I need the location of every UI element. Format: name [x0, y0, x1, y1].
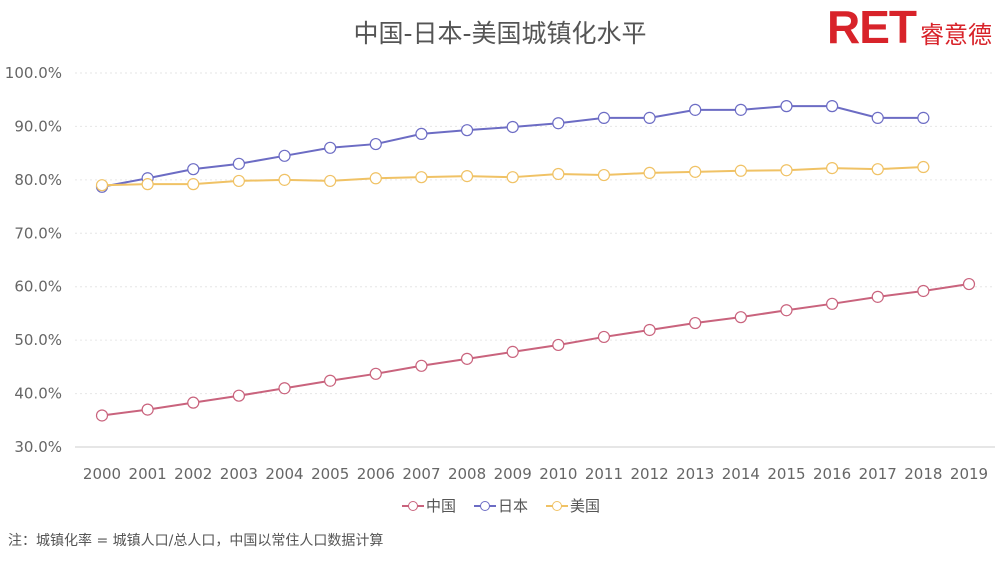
data-point: [826, 162, 839, 175]
data-point: [917, 111, 930, 124]
data-point: [780, 164, 793, 177]
y-tick-label: 100.0%: [5, 64, 62, 82]
x-tick-label: 2003: [220, 465, 258, 483]
data-point: [734, 164, 747, 177]
x-tick-label: 2014: [722, 465, 760, 483]
data-point: [643, 323, 656, 337]
data-point: [689, 316, 702, 330]
data-point: [95, 179, 109, 192]
legend-marker: [552, 501, 562, 511]
data-point: [689, 165, 702, 178]
logo-text: RET: [827, 1, 917, 53]
data-point: [917, 284, 930, 298]
data-point: [643, 166, 656, 180]
logo: RET 睿意德: [827, 0, 992, 54]
y-tick-label: 70.0%: [14, 224, 62, 242]
data-point: [689, 103, 702, 116]
data-point: [826, 100, 839, 113]
data-point: [187, 178, 200, 191]
data-point: [232, 174, 245, 188]
data-point: [369, 137, 382, 151]
data-point: [460, 352, 474, 365]
x-tick-label: 2004: [265, 465, 303, 483]
data-point: [506, 345, 519, 358]
data-point: [643, 111, 656, 124]
data-point: [369, 367, 382, 380]
data-point: [369, 172, 382, 185]
data-point: [871, 163, 884, 176]
logo-cn-text: 睿意德: [920, 21, 992, 49]
y-tick-label: 50.0%: [14, 331, 62, 349]
data-point: [187, 396, 200, 409]
data-point: [871, 111, 884, 124]
y-tick-label: 80.0%: [14, 171, 62, 189]
legend-marker: [408, 501, 418, 511]
x-tick-label: 2016: [813, 465, 851, 483]
y-tick-label: 90.0%: [14, 117, 62, 135]
x-tick-label: 2001: [129, 465, 167, 483]
data-point: [597, 330, 611, 344]
y-tick-label: 60.0%: [14, 278, 62, 296]
data-point: [278, 173, 291, 186]
legend-marker: [480, 501, 490, 511]
x-tick-label: 2002: [174, 465, 212, 483]
data-point: [278, 382, 291, 395]
data-point: [826, 297, 839, 310]
data-point: [780, 304, 793, 317]
data-point: [141, 403, 154, 416]
data-point: [232, 157, 245, 170]
data-point: [278, 149, 291, 162]
data-point: [415, 359, 428, 372]
y-tick-label: 40.0%: [14, 385, 62, 403]
x-tick-label: 2018: [904, 465, 942, 483]
data-point: [552, 167, 565, 181]
series-line-0: [101, 283, 970, 417]
data-point: [187, 163, 200, 176]
data-point: [734, 103, 747, 116]
data-point: [871, 290, 884, 303]
data-point: [962, 277, 976, 291]
x-tick-label: 2013: [676, 465, 714, 483]
x-tick-label: 2000: [83, 465, 121, 483]
legend-label: 中国: [426, 497, 456, 515]
x-tick-label: 2011: [585, 465, 623, 483]
x-tick-label: 2009: [494, 465, 532, 483]
x-tick-label: 2010: [539, 465, 577, 483]
data-point: [415, 127, 428, 141]
data-point: [917, 160, 930, 174]
data-point: [324, 374, 337, 387]
x-tick-label: 2017: [859, 465, 897, 483]
x-tick-label: 2006: [357, 465, 395, 483]
data-point: [597, 168, 611, 182]
x-tick-label: 2007: [402, 465, 440, 483]
x-tick-label: 2019: [950, 465, 988, 483]
data-point: [552, 117, 565, 130]
data-point: [506, 171, 519, 184]
data-point: [232, 389, 245, 402]
x-tick-label: 2012: [630, 465, 668, 483]
x-tick-label: 2015: [767, 465, 805, 483]
data-point: [141, 178, 154, 191]
data-point: [324, 141, 337, 154]
data-point: [597, 111, 611, 124]
data-point: [552, 338, 565, 352]
chart-title: 中国-日本-美国城镇化水平: [353, 19, 647, 48]
data-point: [460, 124, 474, 137]
data-point: [506, 120, 519, 134]
x-tick-label: 2008: [448, 465, 486, 483]
data-point: [780, 100, 793, 113]
y-tick-label: 30.0%: [14, 438, 62, 456]
data-point: [415, 171, 428, 184]
data-point: [460, 170, 474, 183]
footnote: 注：城镇化率 = 城镇人口/总人口，中国以常住人口数据计算: [8, 533, 384, 549]
x-tick-label: 2005: [311, 465, 349, 483]
data-point: [324, 174, 337, 188]
data-point: [95, 409, 109, 422]
data-point: [734, 311, 747, 324]
legend-label: 日本: [498, 497, 528, 515]
legend-label: 美国: [570, 497, 600, 515]
